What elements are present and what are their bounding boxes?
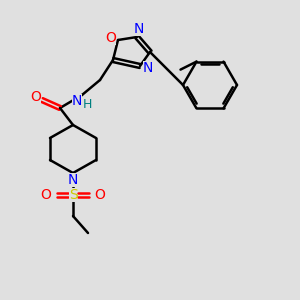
Text: N: N [143,61,153,75]
Text: N: N [134,22,144,36]
Text: N: N [68,173,78,187]
Text: O: O [40,188,51,202]
Text: N: N [72,94,82,108]
Text: O: O [106,31,116,45]
Text: S: S [69,188,77,202]
Text: O: O [31,90,41,104]
Text: H: H [82,98,92,110]
Text: O: O [94,188,105,202]
